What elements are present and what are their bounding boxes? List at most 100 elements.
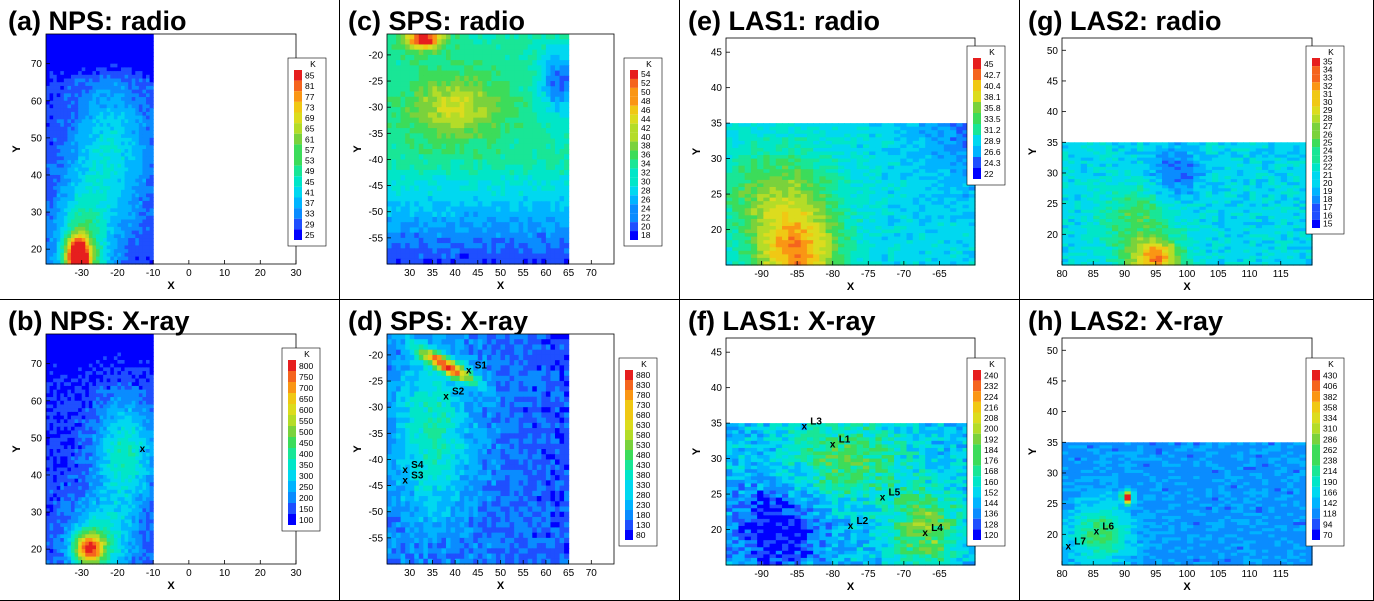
heat-cell	[142, 49, 146, 53]
heat-cell	[50, 156, 54, 160]
heat-cell	[114, 482, 118, 486]
heat-cell	[85, 345, 89, 349]
heat-cell	[82, 90, 86, 94]
heat-cell	[528, 128, 533, 134]
heat-cell	[71, 242, 75, 246]
heat-cell	[464, 92, 469, 98]
heat-cell	[114, 182, 118, 186]
heat-cell	[125, 212, 129, 216]
heat-cell	[64, 86, 68, 90]
heat-cell	[117, 464, 121, 468]
heat-cell	[92, 82, 96, 86]
heat-cell	[46, 238, 50, 242]
heat-cell	[455, 180, 460, 186]
heat-cell	[135, 71, 139, 75]
heat-cell	[117, 82, 121, 86]
heat-cell	[78, 334, 82, 338]
heat-cell	[110, 468, 114, 472]
heat-cell	[128, 519, 132, 523]
heat-cell	[46, 401, 50, 405]
heat-cell	[60, 375, 64, 379]
heat-cell	[514, 71, 519, 77]
heat-cell	[78, 127, 82, 131]
heat-cell	[128, 516, 132, 520]
heat-cell	[117, 412, 121, 416]
heat-cell	[396, 60, 401, 66]
heat-cell	[103, 456, 107, 460]
heat-cell	[46, 456, 50, 460]
heat-cell	[135, 427, 139, 431]
heat-cell	[75, 531, 79, 535]
heat-cell	[57, 127, 61, 131]
heat-cell	[82, 97, 86, 101]
heat-cell	[110, 516, 114, 520]
heat-cell	[107, 419, 111, 423]
heat-cell	[125, 508, 129, 512]
heat-cell	[414, 86, 419, 92]
heat-cell	[60, 223, 64, 227]
heat-cell	[139, 456, 143, 460]
heat-cell	[121, 116, 125, 120]
heat-cell	[128, 219, 132, 223]
heat-cell	[410, 123, 415, 129]
heat-cell	[114, 393, 118, 397]
heat-cell	[96, 456, 100, 460]
heat-cell	[67, 538, 71, 542]
heat-cell	[142, 75, 146, 79]
heat-cell	[100, 516, 104, 520]
heat-cell	[50, 494, 54, 498]
heat-cell	[46, 116, 50, 120]
heat-cell	[71, 216, 75, 220]
heat-cell	[85, 112, 89, 116]
heat-cell	[117, 190, 121, 194]
heat-cell	[392, 60, 397, 66]
heat-cell	[451, 149, 456, 155]
heat-cell	[85, 186, 89, 190]
heat-cell	[89, 190, 93, 194]
heat-cell	[100, 212, 104, 216]
heat-cell	[46, 38, 50, 42]
heat-cell	[114, 179, 118, 183]
heat-cell	[496, 159, 501, 165]
heat-cell	[96, 367, 100, 371]
heat-cell	[75, 56, 79, 60]
heat-cell	[121, 460, 125, 464]
heat-cell	[410, 118, 415, 124]
heat-cell	[519, 39, 524, 45]
heat-cell	[78, 471, 82, 475]
heat-cell	[89, 464, 93, 468]
heat-cell	[150, 386, 154, 390]
heat-cell	[546, 34, 551, 40]
heat-cell	[100, 186, 104, 190]
heat-cell	[455, 149, 460, 155]
heat-cell	[96, 190, 100, 194]
heat-cell	[142, 245, 146, 249]
heat-cell	[67, 371, 71, 375]
heat-cell	[519, 165, 524, 171]
heat-cell	[64, 475, 68, 479]
heat-cell	[473, 92, 478, 98]
heat-cell	[103, 205, 107, 209]
heat-cell	[110, 430, 114, 434]
heat-cell	[64, 242, 68, 246]
heat-cell	[469, 34, 474, 40]
heat-cell	[142, 242, 146, 246]
heat-cell	[103, 349, 107, 353]
heat-cell	[142, 201, 146, 205]
heat-cell	[96, 53, 100, 57]
heat-cell	[75, 238, 79, 242]
heat-cell	[100, 404, 104, 408]
heat-cell	[128, 545, 132, 549]
heat-cell	[125, 67, 129, 71]
heat-cell	[114, 71, 118, 75]
heat-cell	[103, 182, 107, 186]
heat-cell	[135, 482, 139, 486]
heat-cell	[132, 408, 136, 412]
heat-cell	[541, 76, 546, 82]
heat-cell	[96, 149, 100, 153]
heat-cell	[550, 92, 555, 98]
heat-cell	[110, 334, 114, 338]
heat-cell	[50, 179, 54, 183]
heat-cell	[64, 257, 68, 261]
heat-cell	[50, 512, 54, 516]
